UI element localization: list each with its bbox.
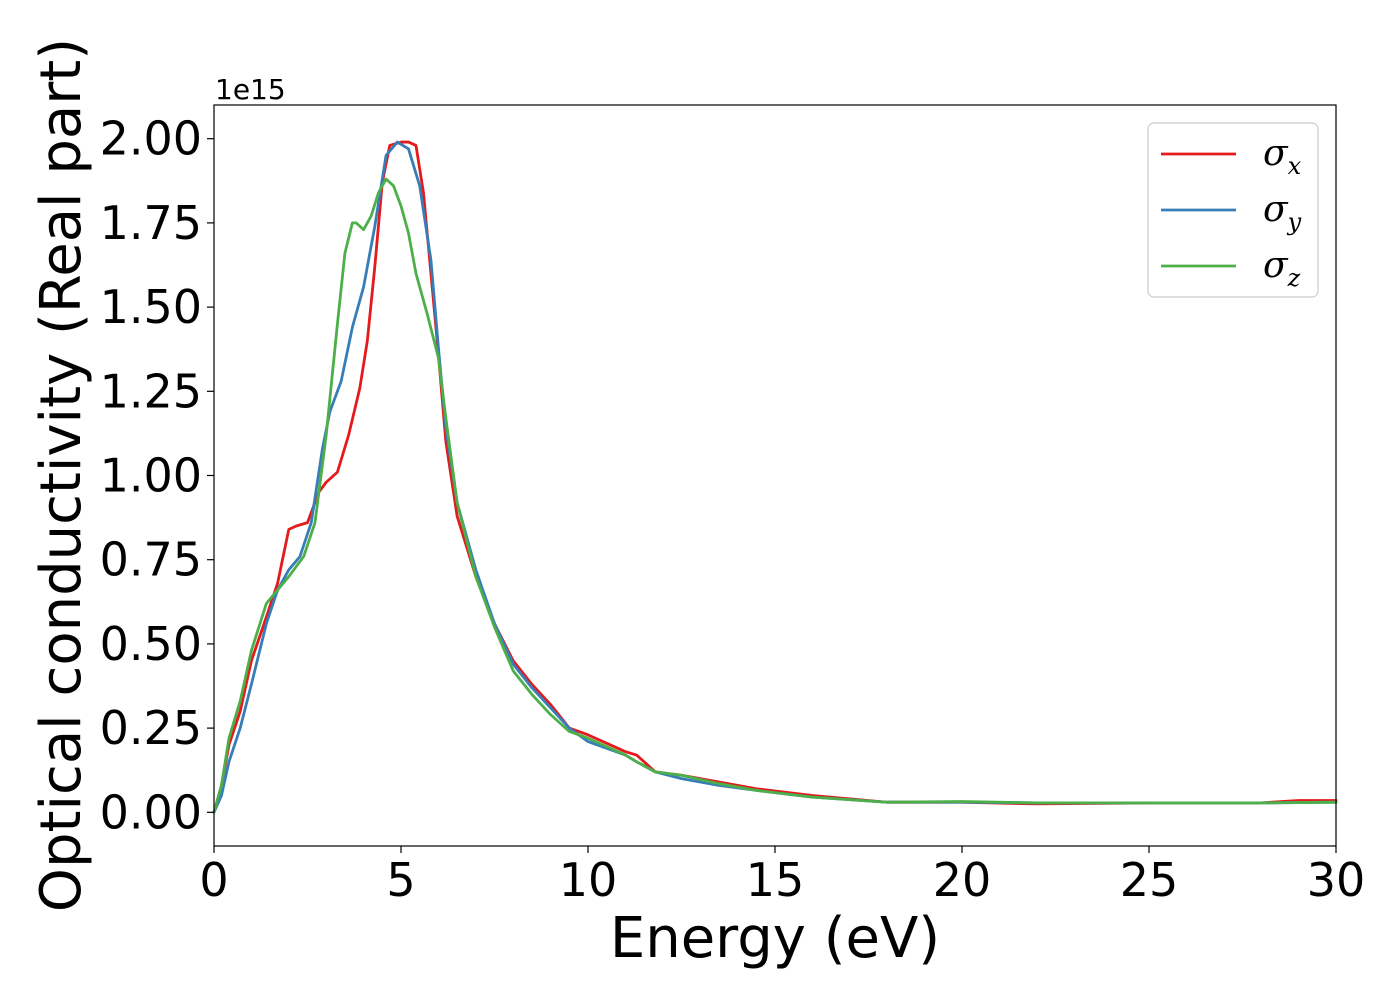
y-tick-label: 1.25 xyxy=(100,364,202,418)
y-tick-label: 0.25 xyxy=(100,701,202,755)
y-tick-label: 1.75 xyxy=(100,196,202,250)
x-tick-label: 20 xyxy=(933,853,992,907)
series-layer xyxy=(212,140,1338,814)
x-axis: 0 5 10 15 20 25 30 xyxy=(199,846,1365,907)
x-tick-label: 5 xyxy=(386,853,415,907)
legend-label-y: σy xyxy=(1263,189,1302,236)
y-tick-label: 1.50 xyxy=(100,280,202,334)
y-axis: 0.00 0.25 0.50 0.75 1.00 1.25 1.50 1.75 2.00 xyxy=(100,112,214,839)
y-tick-label: 2.00 xyxy=(100,112,202,166)
legend-label-z: σz xyxy=(1263,245,1301,292)
y-tick-label: 0.75 xyxy=(100,533,202,587)
x-tick-label: 10 xyxy=(559,853,618,907)
y-axis-title: Optical conductivity (Real part) xyxy=(29,38,94,912)
x-tick-label: 15 xyxy=(746,853,805,907)
series-line-z xyxy=(212,177,1338,814)
x-tick-label: 0 xyxy=(199,853,228,907)
x-tick-label: 30 xyxy=(1307,853,1366,907)
legend: σx σy σz xyxy=(1147,122,1319,298)
y-offset-label: 1e15 xyxy=(215,73,286,106)
x-tick-label: 25 xyxy=(1120,853,1179,907)
y-tick-label: 0.50 xyxy=(100,617,202,671)
x-axis-title: Energy (eV) xyxy=(610,906,940,971)
legend-label-x: σx xyxy=(1263,133,1302,180)
y-tick-label: 1.00 xyxy=(100,449,202,503)
y-tick-label: 0.00 xyxy=(100,785,202,839)
